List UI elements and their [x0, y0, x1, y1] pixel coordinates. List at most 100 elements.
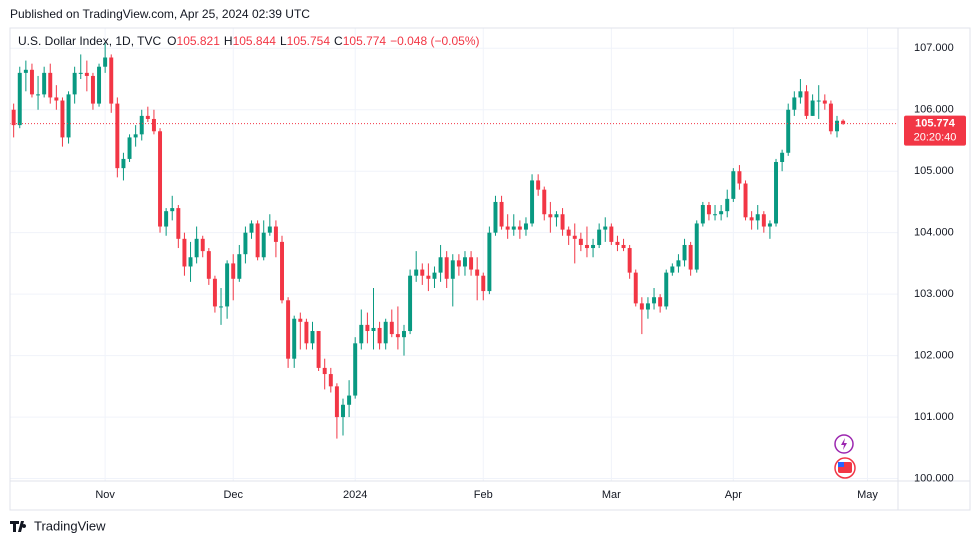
candle-body [231, 263, 236, 279]
x-tick-label: Mar [602, 489, 621, 501]
candle-body [78, 72, 83, 74]
logo-icon [10, 521, 27, 532]
candle-body [200, 238, 205, 252]
candle-body [371, 327, 376, 332]
candle-body [713, 214, 718, 216]
candle-body [389, 321, 394, 335]
candle-body [633, 272, 638, 304]
last-price-label: 105.774 [915, 118, 956, 130]
icons [834, 434, 856, 479]
candle-body [591, 244, 596, 249]
candle-body [670, 266, 675, 273]
candle-body [694, 223, 699, 270]
candle-body [822, 100, 827, 104]
candle-body [828, 103, 833, 132]
y-tick-label: 101.000 [914, 411, 954, 423]
candle-body [328, 374, 333, 387]
candle-body [615, 241, 620, 245]
candle-body [304, 321, 309, 344]
candle-body [572, 235, 577, 239]
candle-body [72, 72, 77, 95]
candle-body [639, 303, 644, 310]
candle-body [292, 318, 297, 359]
candle-body [755, 214, 760, 221]
candle-body [170, 208, 175, 212]
candle-body [121, 158, 126, 169]
candle-body [743, 183, 748, 218]
candle-body [206, 251, 211, 279]
candle-body [151, 118, 156, 132]
candle-body [786, 109, 791, 153]
candle-body [109, 57, 114, 104]
candle-body [103, 57, 108, 67]
candle-body [17, 72, 22, 126]
event-icon-bolt [841, 438, 847, 450]
candle-body [255, 223, 260, 258]
candle-body [408, 275, 413, 332]
legend: U.S. Dollar Index, 1D, TVC [18, 34, 161, 48]
candle-body [780, 152, 785, 162]
candle-body [48, 72, 53, 98]
candle-body [841, 120, 846, 124]
candle-body [237, 254, 242, 279]
candle-body [298, 318, 303, 322]
candle-body [603, 226, 608, 230]
candle-body [444, 257, 449, 279]
y-tick-label: 100.000 [914, 472, 954, 484]
candle-body [456, 260, 461, 267]
candle-body [97, 66, 102, 104]
candle-body [267, 226, 272, 233]
candle-body [725, 198, 730, 212]
candle-body [158, 131, 163, 227]
candle-body [188, 257, 193, 267]
last-price-box [904, 115, 966, 146]
candle-body [767, 223, 772, 227]
candle-body [115, 103, 120, 169]
ohlc-value: 105.754 [287, 34, 331, 48]
plot-area [10, 28, 898, 481]
candle-body [243, 232, 248, 255]
candle-body [548, 214, 553, 218]
candle-body [414, 269, 419, 276]
x-tick-label: Feb [474, 489, 493, 501]
ohlc-label: C [334, 34, 343, 48]
candle-body [554, 214, 559, 218]
candle-body [536, 180, 541, 190]
candle-body [420, 269, 425, 276]
candle-body [835, 120, 839, 132]
candle-body [658, 297, 663, 307]
y-tick-label: 106.000 [914, 104, 954, 116]
candle-body [127, 137, 132, 159]
candle-body [377, 327, 382, 344]
ohlc-label: H [224, 34, 233, 48]
candle-body [816, 100, 821, 102]
brand: TradingView [34, 518, 106, 533]
candle-body [347, 395, 352, 405]
y-tick-label: 103.000 [914, 288, 954, 300]
x-tick-label: Dec [223, 489, 243, 501]
candle-body [322, 367, 327, 375]
candle-body [426, 275, 431, 279]
candle-body [341, 404, 345, 418]
candle-body [682, 244, 687, 261]
candle-body [194, 238, 199, 258]
symbol: U.S. Dollar Index, 1D, TVC [18, 34, 161, 48]
candle-body [499, 201, 504, 227]
candle-body [792, 97, 797, 110]
candle-body [280, 241, 284, 301]
candle-body [700, 205, 705, 224]
candle-body [475, 269, 480, 276]
candle-body [487, 232, 492, 292]
candle-body [584, 244, 589, 249]
candle-body [523, 223, 528, 230]
candle-body [23, 69, 28, 73]
candle-body [54, 97, 59, 101]
candle-body [365, 324, 370, 332]
candle-body [542, 189, 547, 215]
candle-body [505, 226, 510, 230]
candle-body [145, 115, 150, 119]
candle-body [212, 278, 217, 307]
countdown: 20:20:40 [914, 132, 957, 144]
candle-body [42, 72, 47, 95]
